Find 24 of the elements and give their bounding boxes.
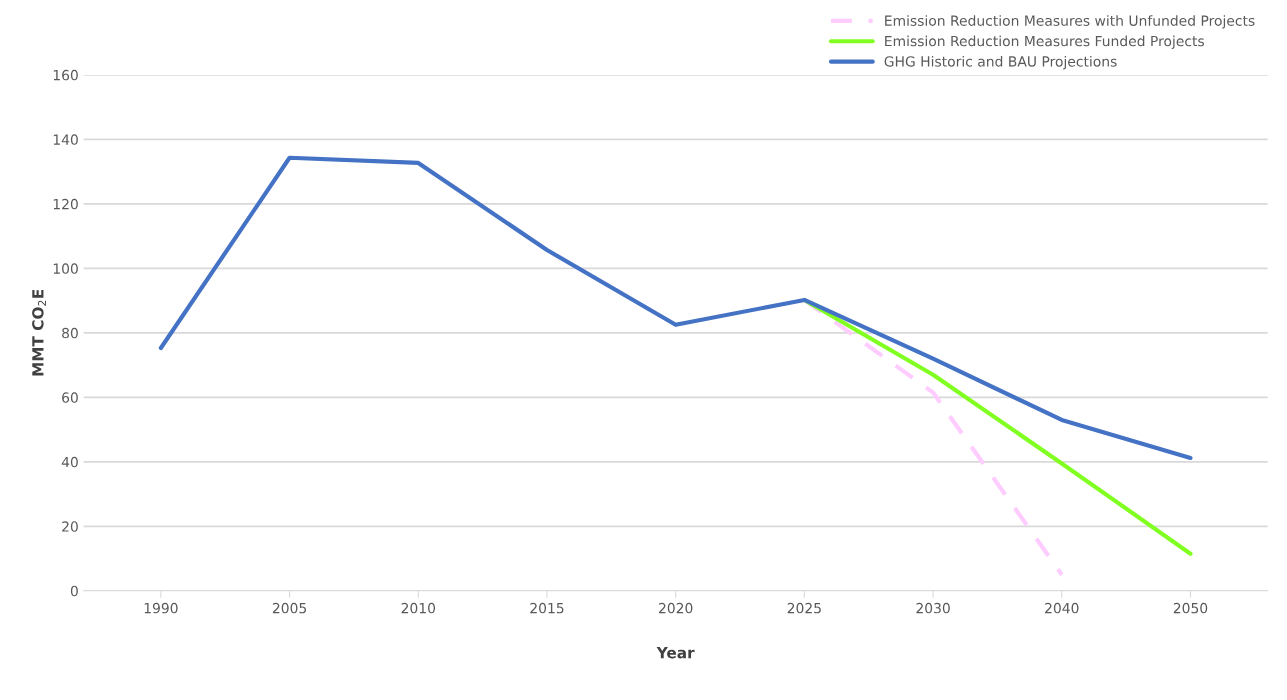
x-tick-label: 2020: [659, 602, 693, 614]
x-tick-label: 2040: [1045, 602, 1079, 614]
x-axis-title: Year: [656, 647, 695, 659]
y-tick-label: 120: [53, 198, 78, 210]
y-tick-label: 0: [70, 585, 78, 597]
x-tick-label: 2025: [787, 602, 821, 614]
x-tick-label: 1990: [144, 602, 178, 614]
y-tick-label: 60: [62, 392, 78, 403]
y-tick-label: 80: [62, 327, 78, 339]
x-tick-label: 2010: [401, 602, 436, 614]
y-tick-label: 100: [53, 263, 78, 274]
y-tick-label: 160: [53, 69, 78, 81]
y-tick-label: 20: [62, 521, 78, 532]
x-tick-label: 2050: [1173, 602, 1208, 614]
y-tick-label: 40: [61, 456, 78, 468]
y-axis-title: MMT CO$_{2}$E: [32, 289, 46, 376]
legend-label: Emission Reduction Measures Funded Projects: [885, 35, 1205, 49]
legend-label: GHG Historic and BAU Projections: [884, 55, 1117, 70]
x-tick-label: 2015: [530, 602, 564, 614]
legend-label: Emission Reduction Measures with Unfunded Projects: [885, 15, 1255, 29]
x-tick-label: 2030: [916, 602, 950, 614]
y-tick-label: 140: [53, 134, 78, 145]
x-tick-label: 2005: [272, 602, 307, 614]
line-series: [158, 155, 1193, 461]
